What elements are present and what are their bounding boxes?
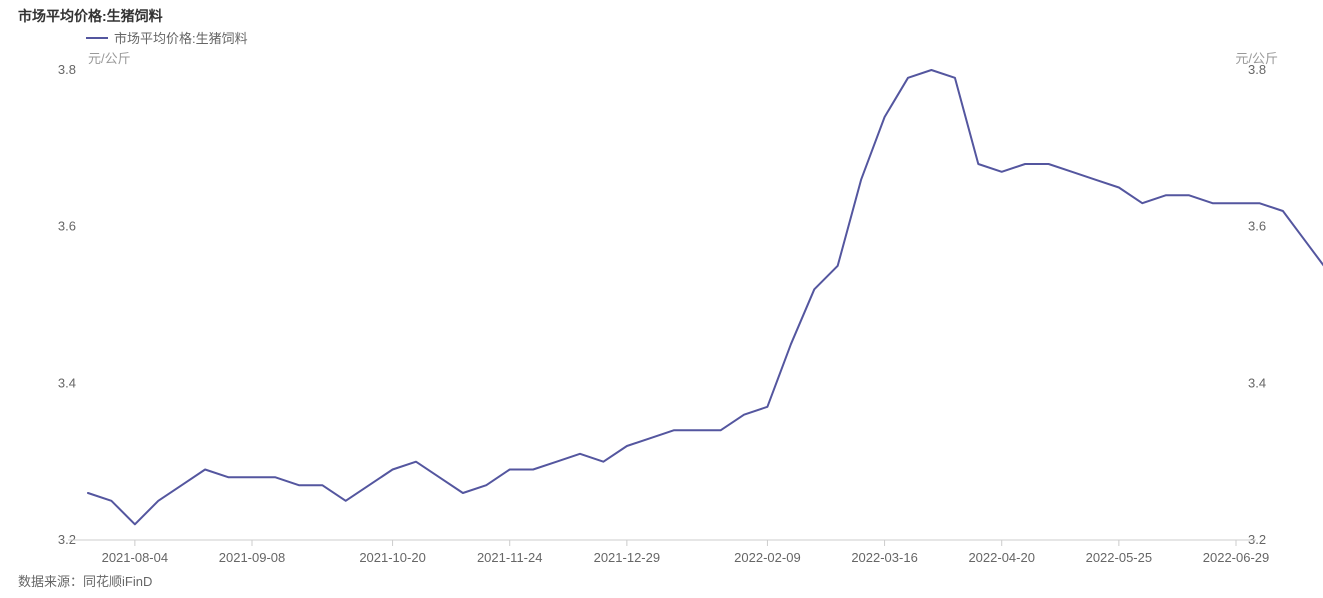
x-tick-label: 2021-10-20 [359, 550, 426, 565]
y-tick-label-right: 3.6 [1248, 219, 1266, 234]
chart-container: 市场平均价格:生猪饲料 市场平均价格:生猪饲料 元/公斤 元/公斤 3.23.4… [0, 0, 1323, 598]
x-tick-label: 2021-12-29 [594, 550, 661, 565]
y-tick-label-left: 3.6 [58, 219, 76, 234]
x-tick-label: 2022-02-09 [734, 550, 801, 565]
x-tick-label: 2022-05-25 [1086, 550, 1153, 565]
x-ticks: 2021-08-04 2021-09-08 2021-10-20 2021-11-24… [102, 540, 1270, 565]
chart-svg: 3.23.43.63.8 3.23.43.63.8 2021-08-042021… [0, 0, 1323, 598]
y-ticks-left: 3.23.43.63.8 [58, 62, 76, 547]
y-ticks-right: 3.23.43.63.8 [1248, 62, 1266, 547]
x-tick-label: 2022-06-29 [1203, 550, 1270, 565]
y-tick-label-right: 3.4 [1248, 375, 1266, 390]
y-tick-label-right: 3.8 [1248, 62, 1266, 77]
x-tick-label: 2022-04-20 [968, 550, 1035, 565]
series-line [88, 70, 1323, 524]
data-source-footer: 数据来源：同花顺iFinD [18, 571, 152, 590]
y-tick-label-left: 3.4 [58, 375, 76, 390]
x-tick-label: 2022-03-16 [851, 550, 918, 565]
y-tick-label-left: 3.8 [58, 62, 76, 77]
x-tick-label: 2021-08-04 [102, 550, 169, 565]
x-tick-label: 2021-09-08 [219, 550, 286, 565]
x-tick-label: 2021-11-24 [477, 550, 543, 565]
